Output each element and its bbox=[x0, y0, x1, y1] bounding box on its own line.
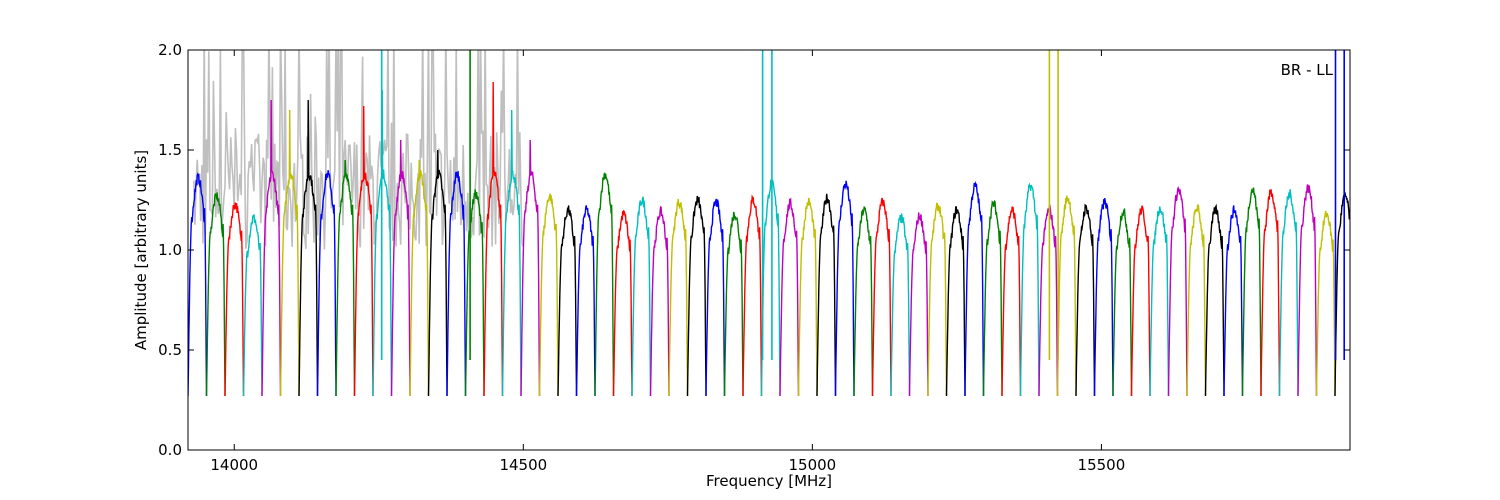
channel-series-36 bbox=[853, 206, 874, 397]
channel-series-54 bbox=[1186, 204, 1207, 397]
channel-series-29 bbox=[723, 211, 744, 397]
channel-series-57 bbox=[1241, 187, 1262, 397]
channel-series-11 bbox=[390, 139, 411, 397]
channel-series-26 bbox=[668, 198, 689, 397]
channel-series-37 bbox=[871, 197, 892, 397]
x-tick-label-14500: 14500 bbox=[499, 456, 547, 474]
channel-series-0 bbox=[188, 172, 208, 397]
channel-series-51 bbox=[1130, 205, 1151, 397]
channel-series-59 bbox=[1278, 189, 1299, 397]
channel-series-17 bbox=[501, 109, 522, 397]
channel-series-6 bbox=[298, 99, 319, 397]
x-tick-label-15500: 15500 bbox=[1078, 456, 1126, 474]
channel-series-4 bbox=[261, 99, 282, 397]
x-axis-label: Frequency [MHz] bbox=[706, 472, 832, 490]
channel-series-61 bbox=[1315, 210, 1336, 397]
channel-series-2 bbox=[224, 202, 245, 397]
y-tick-label-2: 2.0 bbox=[158, 41, 182, 59]
channel-series-18 bbox=[520, 139, 541, 397]
chart-annotation: BR - LL bbox=[1281, 61, 1334, 79]
channel-series-32 bbox=[779, 197, 800, 397]
channel-series-5 bbox=[279, 109, 300, 397]
y-tick-label-0.5: 0.5 bbox=[158, 341, 182, 359]
series-layer bbox=[188, 50, 1350, 397]
channel-series-56 bbox=[1223, 205, 1244, 397]
channel-series-20 bbox=[557, 205, 578, 397]
y-axis-label: Amplitude [arbitrary units] bbox=[132, 150, 150, 350]
channel-series-33 bbox=[797, 197, 818, 397]
channel-series-21 bbox=[575, 205, 596, 397]
channel-series-47 bbox=[1056, 195, 1077, 397]
channel-series-55 bbox=[1204, 203, 1225, 397]
tick-layer: 14000 14500 15000 15500 0.0 0.5 1.0 1.5 2.0 bbox=[158, 41, 1350, 474]
channel-series-48 bbox=[1075, 203, 1096, 397]
channel-series-50 bbox=[1112, 207, 1133, 397]
channel-series-28 bbox=[705, 198, 726, 397]
channel-series-38 bbox=[890, 213, 911, 397]
channel-series-60 bbox=[1297, 184, 1318, 397]
x-tick-label-14000: 14000 bbox=[210, 456, 258, 474]
channel-series-42 bbox=[964, 180, 985, 397]
channel-series-45 bbox=[1019, 182, 1040, 397]
channel-series-19 bbox=[538, 193, 559, 397]
channel-series-31 bbox=[760, 179, 781, 397]
channel-series-49 bbox=[1093, 198, 1114, 397]
channel-series-46 bbox=[1038, 204, 1059, 397]
channel-series-44 bbox=[1001, 206, 1022, 397]
channel-series-8 bbox=[335, 159, 356, 397]
channel-series-14 bbox=[446, 170, 467, 397]
x-tick-label-15000: 15000 bbox=[788, 456, 836, 474]
channel-series-43 bbox=[982, 199, 1003, 397]
channel-series-23 bbox=[612, 209, 633, 397]
channel-series-24 bbox=[631, 196, 652, 397]
channel-series-39 bbox=[908, 212, 929, 397]
channel-series-40 bbox=[927, 202, 948, 397]
channel-series-35 bbox=[834, 180, 855, 397]
channel-series-34 bbox=[816, 193, 837, 397]
channel-series-30 bbox=[742, 194, 763, 397]
channel-series-16 bbox=[483, 81, 504, 397]
y-tick-label-1.5: 1.5 bbox=[158, 141, 182, 159]
channel-series-27 bbox=[686, 195, 707, 397]
y-tick-label-0: 0.0 bbox=[158, 441, 182, 459]
channel-series-7 bbox=[316, 169, 337, 397]
channel-series-53 bbox=[1167, 185, 1188, 397]
y-tick-label-1: 1.0 bbox=[158, 241, 182, 259]
channel-series-52 bbox=[1149, 206, 1170, 397]
channel-series-1 bbox=[205, 192, 226, 397]
channel-series-25 bbox=[649, 205, 670, 397]
channel-series-41 bbox=[945, 206, 966, 397]
channel-series-3 bbox=[242, 214, 263, 397]
channel-series-9 bbox=[353, 105, 374, 397]
channel-series-58 bbox=[1260, 189, 1281, 397]
channel-series-15 bbox=[464, 189, 485, 397]
channel-series-13 bbox=[427, 149, 448, 397]
channel-series-12 bbox=[409, 159, 430, 397]
channel-series-22 bbox=[594, 172, 615, 397]
background-rfi-series bbox=[193, 50, 525, 250]
